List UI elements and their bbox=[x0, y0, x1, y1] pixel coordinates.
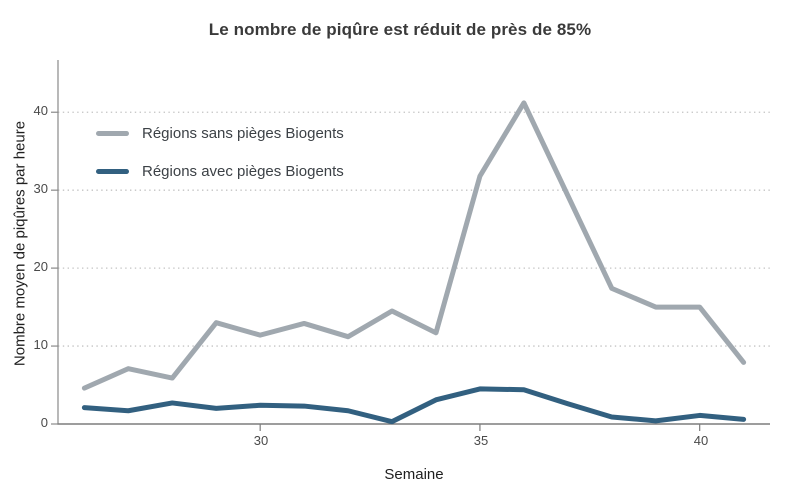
y-tick-label-0: 0 bbox=[40, 415, 48, 430]
legend: Régions sans pièges Biogents Régions ave… bbox=[96, 122, 344, 198]
legend-item-avec-pieges: Régions avec pièges Biogents bbox=[96, 160, 344, 182]
y-tick-label-20: 20 bbox=[33, 259, 48, 274]
legend-swatch-gray bbox=[96, 130, 129, 136]
x-tick-label-30: 30 bbox=[253, 433, 269, 448]
x-tick-label-40: 40 bbox=[693, 433, 709, 448]
y-tick-label-30: 30 bbox=[33, 181, 48, 196]
chart-title: Le nombre de piqûre est réduit de près d… bbox=[208, 20, 592, 39]
y-tick-label-10: 10 bbox=[33, 337, 48, 352]
legend-label: Régions sans pièges Biogents bbox=[142, 124, 344, 142]
x-tick-label-35: 35 bbox=[473, 433, 489, 448]
x-axis-label: Semaine bbox=[384, 466, 444, 483]
legend-label: Régions avec pièges Biogents bbox=[142, 162, 344, 180]
legend-item-sans-pieges: Régions sans pièges Biogents bbox=[96, 122, 344, 144]
legend-swatch-blue bbox=[96, 168, 129, 174]
y-tick-label-40: 40 bbox=[33, 103, 48, 118]
